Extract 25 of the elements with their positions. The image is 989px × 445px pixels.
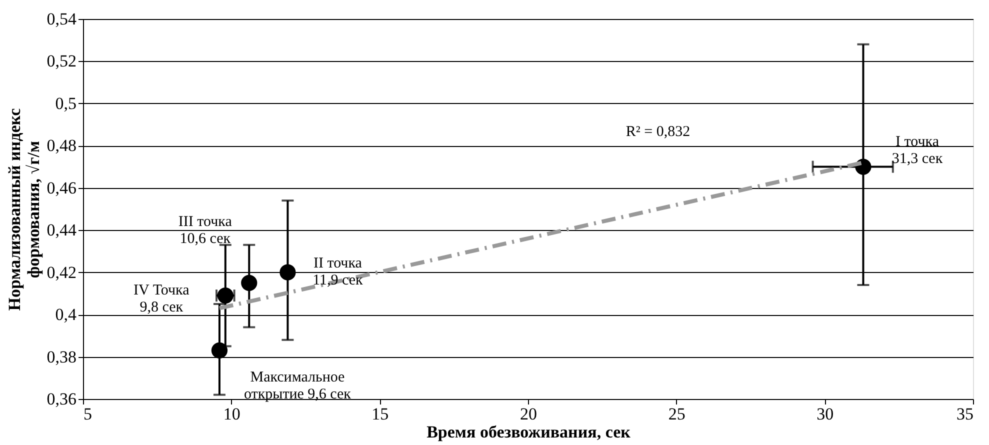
y-tick-label: 0,44 bbox=[46, 220, 77, 240]
annotation: IV Точка 9,8 сек bbox=[134, 282, 190, 316]
x-tick-label: 35 bbox=[956, 404, 974, 424]
y-tick-label: 0,4 bbox=[55, 305, 77, 324]
annotation: III точка 10,6 сек bbox=[178, 214, 232, 247]
x-tick-label: 15 bbox=[372, 404, 389, 424]
y-tick-label: 0,52 bbox=[46, 52, 76, 71]
y-tick-label: 0,46 bbox=[46, 178, 76, 198]
x-tick-label: 25 bbox=[668, 404, 686, 424]
y-tick-label: 0,48 bbox=[46, 136, 76, 156]
y-tick-label: 0,36 bbox=[46, 390, 76, 408]
x-tick-label: 10 bbox=[223, 404, 240, 424]
y-axis-title: Нормализованный индекс формования, √г/м bbox=[4, 108, 43, 311]
annotation: R² = 0,832 bbox=[626, 124, 690, 140]
y-tick-label: 0,38 bbox=[46, 347, 76, 366]
y-tick-label: 0,42 bbox=[46, 262, 76, 282]
x-tick-label: 20 bbox=[520, 404, 537, 424]
annotation: Максимальное открытие 9,6 сек bbox=[244, 369, 352, 402]
x-tick-label: 30 bbox=[816, 404, 834, 424]
annotation: I точка 31,3 сек bbox=[892, 134, 944, 167]
x-tick-label: 5 bbox=[84, 404, 92, 424]
y-tick-label: 0,5 bbox=[55, 94, 76, 113]
x-axis-title: Время обезвоживания, сек bbox=[426, 422, 631, 442]
annotation: II точка 11,9 сек bbox=[312, 255, 364, 288]
y-tick-label: 0,54 bbox=[46, 10, 77, 28]
